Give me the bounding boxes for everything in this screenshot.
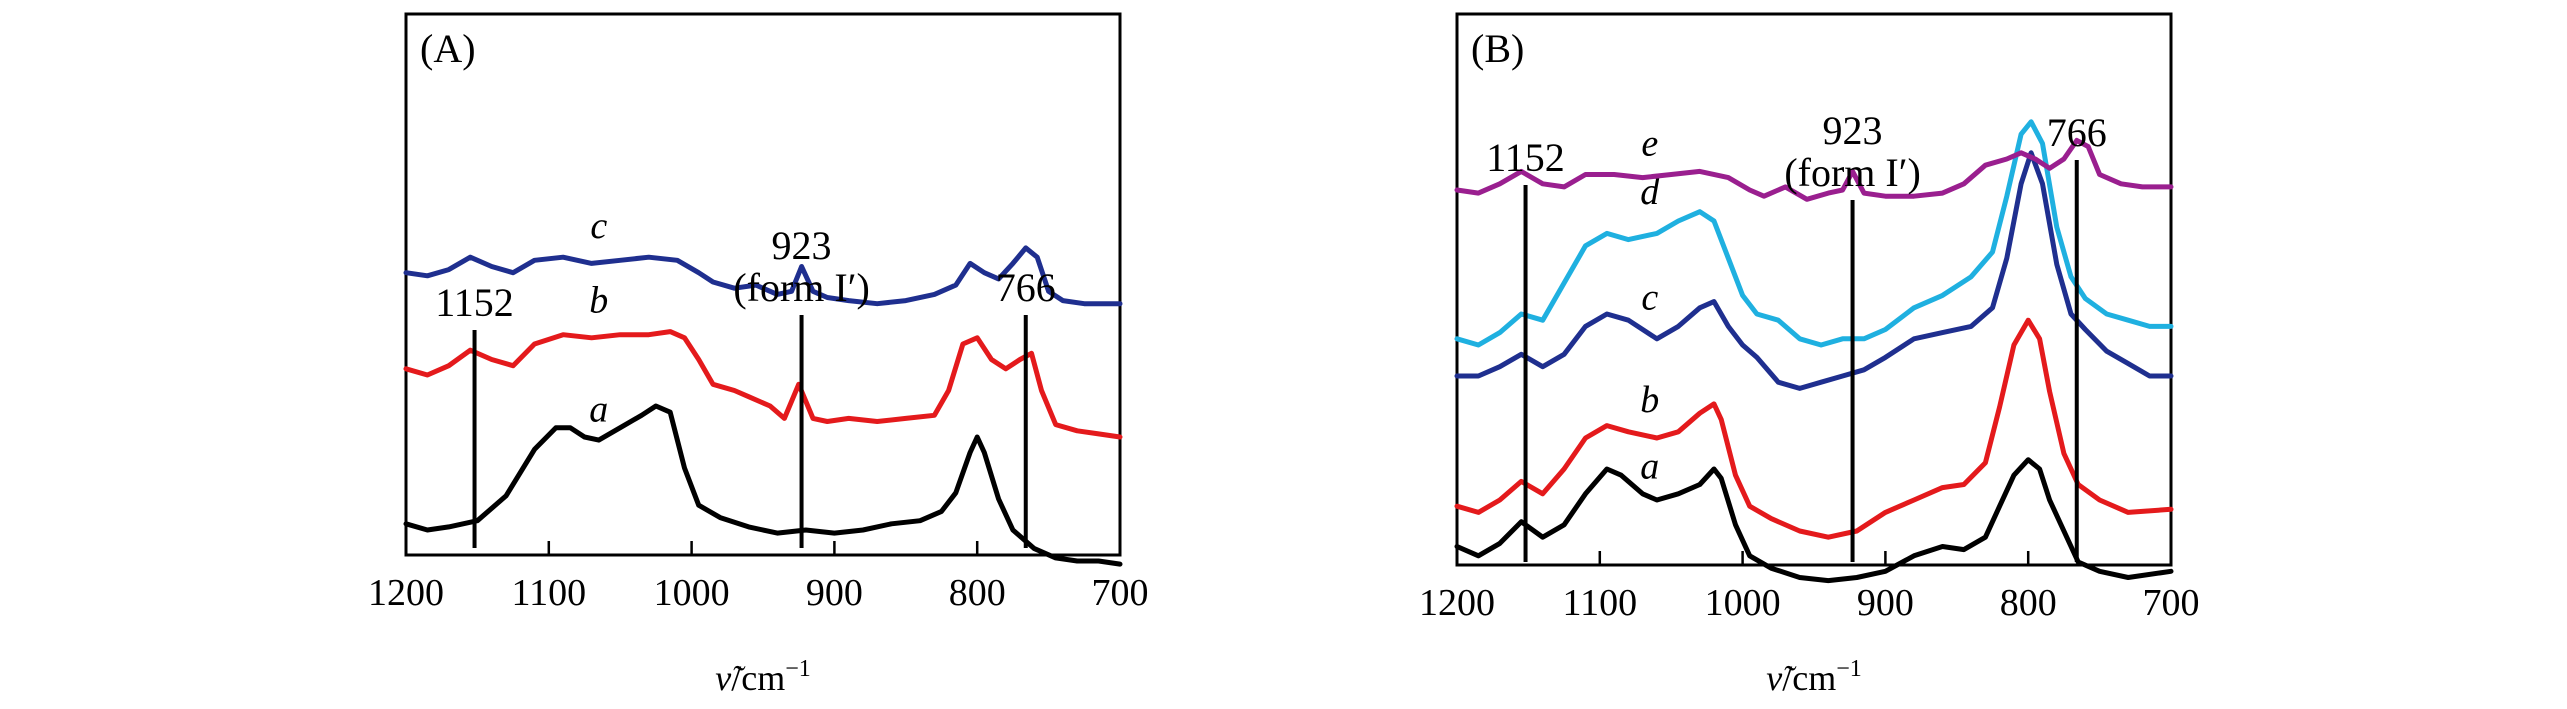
series-line-a [1454,457,2174,584]
x-tick-label: 1000 [654,572,730,614]
series-line-b [1454,317,2174,540]
x-tick-label: 900 [1857,582,1914,624]
x-tick-label: 1200 [368,572,444,614]
panel-b-chart: (B) 1200 1100 1000 900 800 700 ν̃/cm−1 ab c de 1152… [1419,12,2200,698]
marker-label-766: 766 [2047,110,2107,155]
x-axis-title: ν̃/cm−1 [1766,656,1862,698]
series-label-b: b [1640,379,1659,421]
x-axis-exponent: −1 [785,656,811,682]
marker-label-923: (form I′) [1784,150,1920,195]
panel-label: (B) [1471,26,1524,71]
plot-frame [404,12,1122,557]
series-line-c [1454,150,2174,391]
panel-label: (A) [420,26,476,71]
x-axis-exponent: −1 [1836,656,1862,682]
x-tick-label: 1000 [1705,582,1781,624]
marker-label-923: 923 [772,223,832,268]
x-tick-label: 1100 [1563,582,1638,624]
x-tick-label: 900 [806,572,863,614]
marker-label-1152: 1152 [435,280,514,325]
series-label-c: c [1641,277,1658,319]
x-tick-label: 1200 [1419,582,1495,624]
plot-frame [1455,12,2173,567]
series-label-e: e [1641,122,1658,164]
marker-label-923: 923 [1823,108,1883,153]
x-axis-unit: /cm [731,658,785,698]
x-tick-label: 800 [949,572,1006,614]
x-axis-unit: /cm [1782,658,1836,698]
series-line-b [403,329,1123,440]
marker-label-1152: 1152 [1486,135,1565,180]
panel-a-chart: (A) 1200 1100 1000 900 800 700 ν̃/cm−1 a bc 1152 92… [368,12,1149,698]
series-line-a [403,403,1123,567]
series-label-c: c [590,205,607,247]
series-line-c [403,245,1123,307]
x-tick-label: 800 [2000,582,2057,624]
series-label-d: d [1640,171,1660,213]
series-label-b: b [589,279,608,321]
x-tick-label: 700 [2143,582,2200,624]
marker-label-766: 766 [996,265,1056,310]
x-axis-title: ν̃/cm−1 [715,656,811,698]
x-tick-label: 1100 [512,572,587,614]
x-tick-label: 700 [1092,572,1149,614]
series-line-d [1454,119,2174,348]
series-label-a: a [1640,446,1659,488]
marker-label-923: (form I′) [733,265,869,310]
series-label-a: a [589,389,608,431]
series-line-e [1454,137,2174,202]
